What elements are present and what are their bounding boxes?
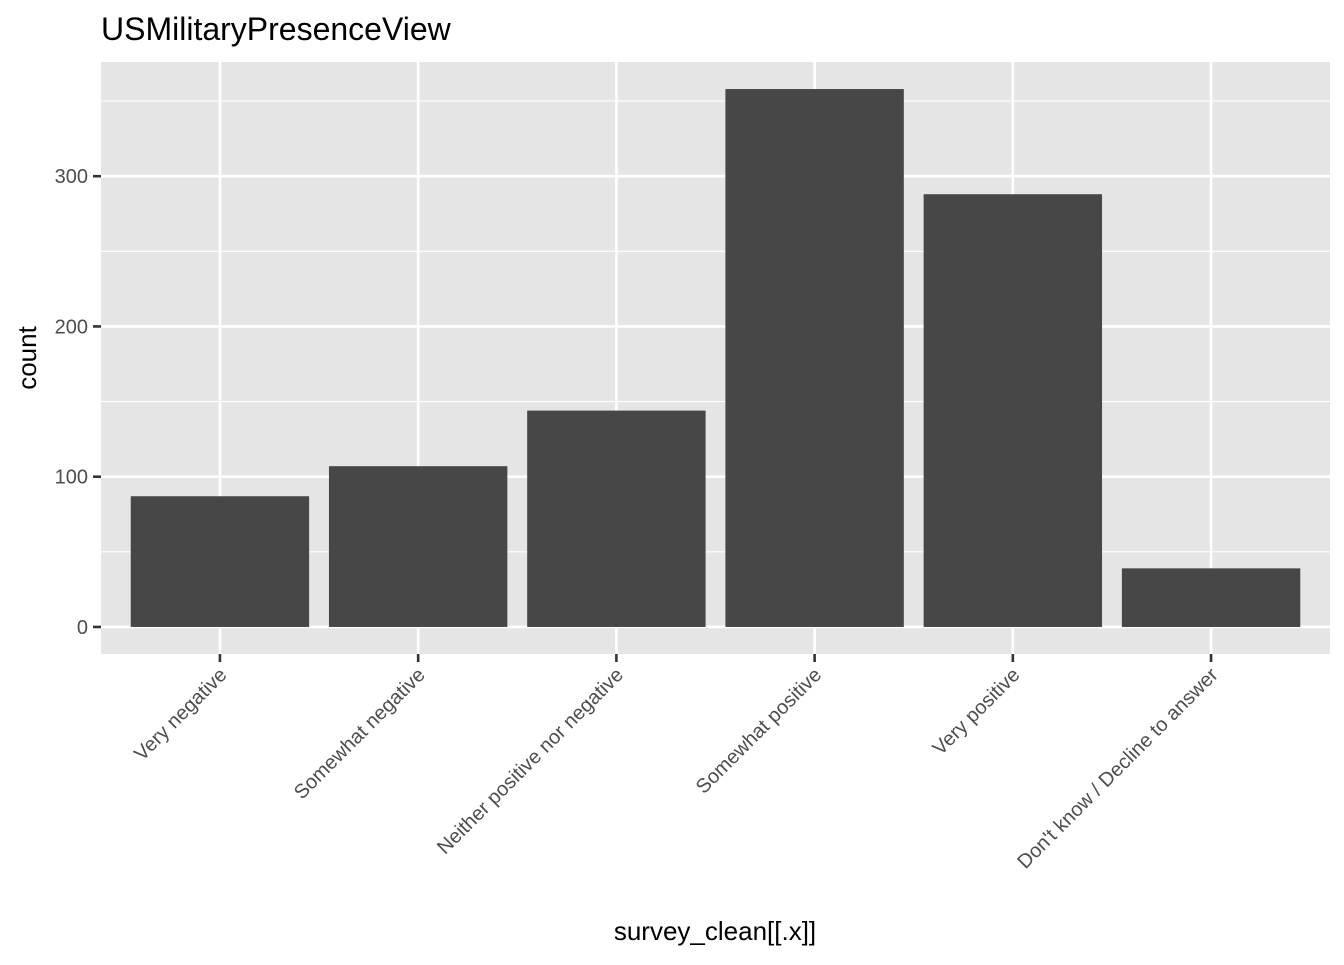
x-tick-label: Somewhat positive [692,664,826,798]
bar-layer [130,89,1301,627]
x-tick-label: Very negative [130,664,231,765]
y-axis-title: count [12,325,42,389]
x-axis-title: survey_clean[[.x]] [614,916,816,946]
bar [1121,568,1301,627]
chart-title: USMilitaryPresenceView [101,11,452,47]
y-tick-label: 200 [55,316,88,338]
bar [923,194,1103,627]
y-tick-label: 100 [55,467,88,489]
bar [328,466,508,627]
x-tick-label: Don't know / Decline to answer [1013,664,1223,874]
x-tick-label: Very positive [929,664,1025,760]
x-tick-label: Neither positive nor negative [433,664,628,859]
bar [130,496,310,627]
x-tick-label: Somewhat negative [290,664,430,804]
y-tick-label: 0 [77,617,88,639]
y-tick-label: 300 [55,166,88,188]
bar [725,89,904,627]
bar [527,410,706,627]
